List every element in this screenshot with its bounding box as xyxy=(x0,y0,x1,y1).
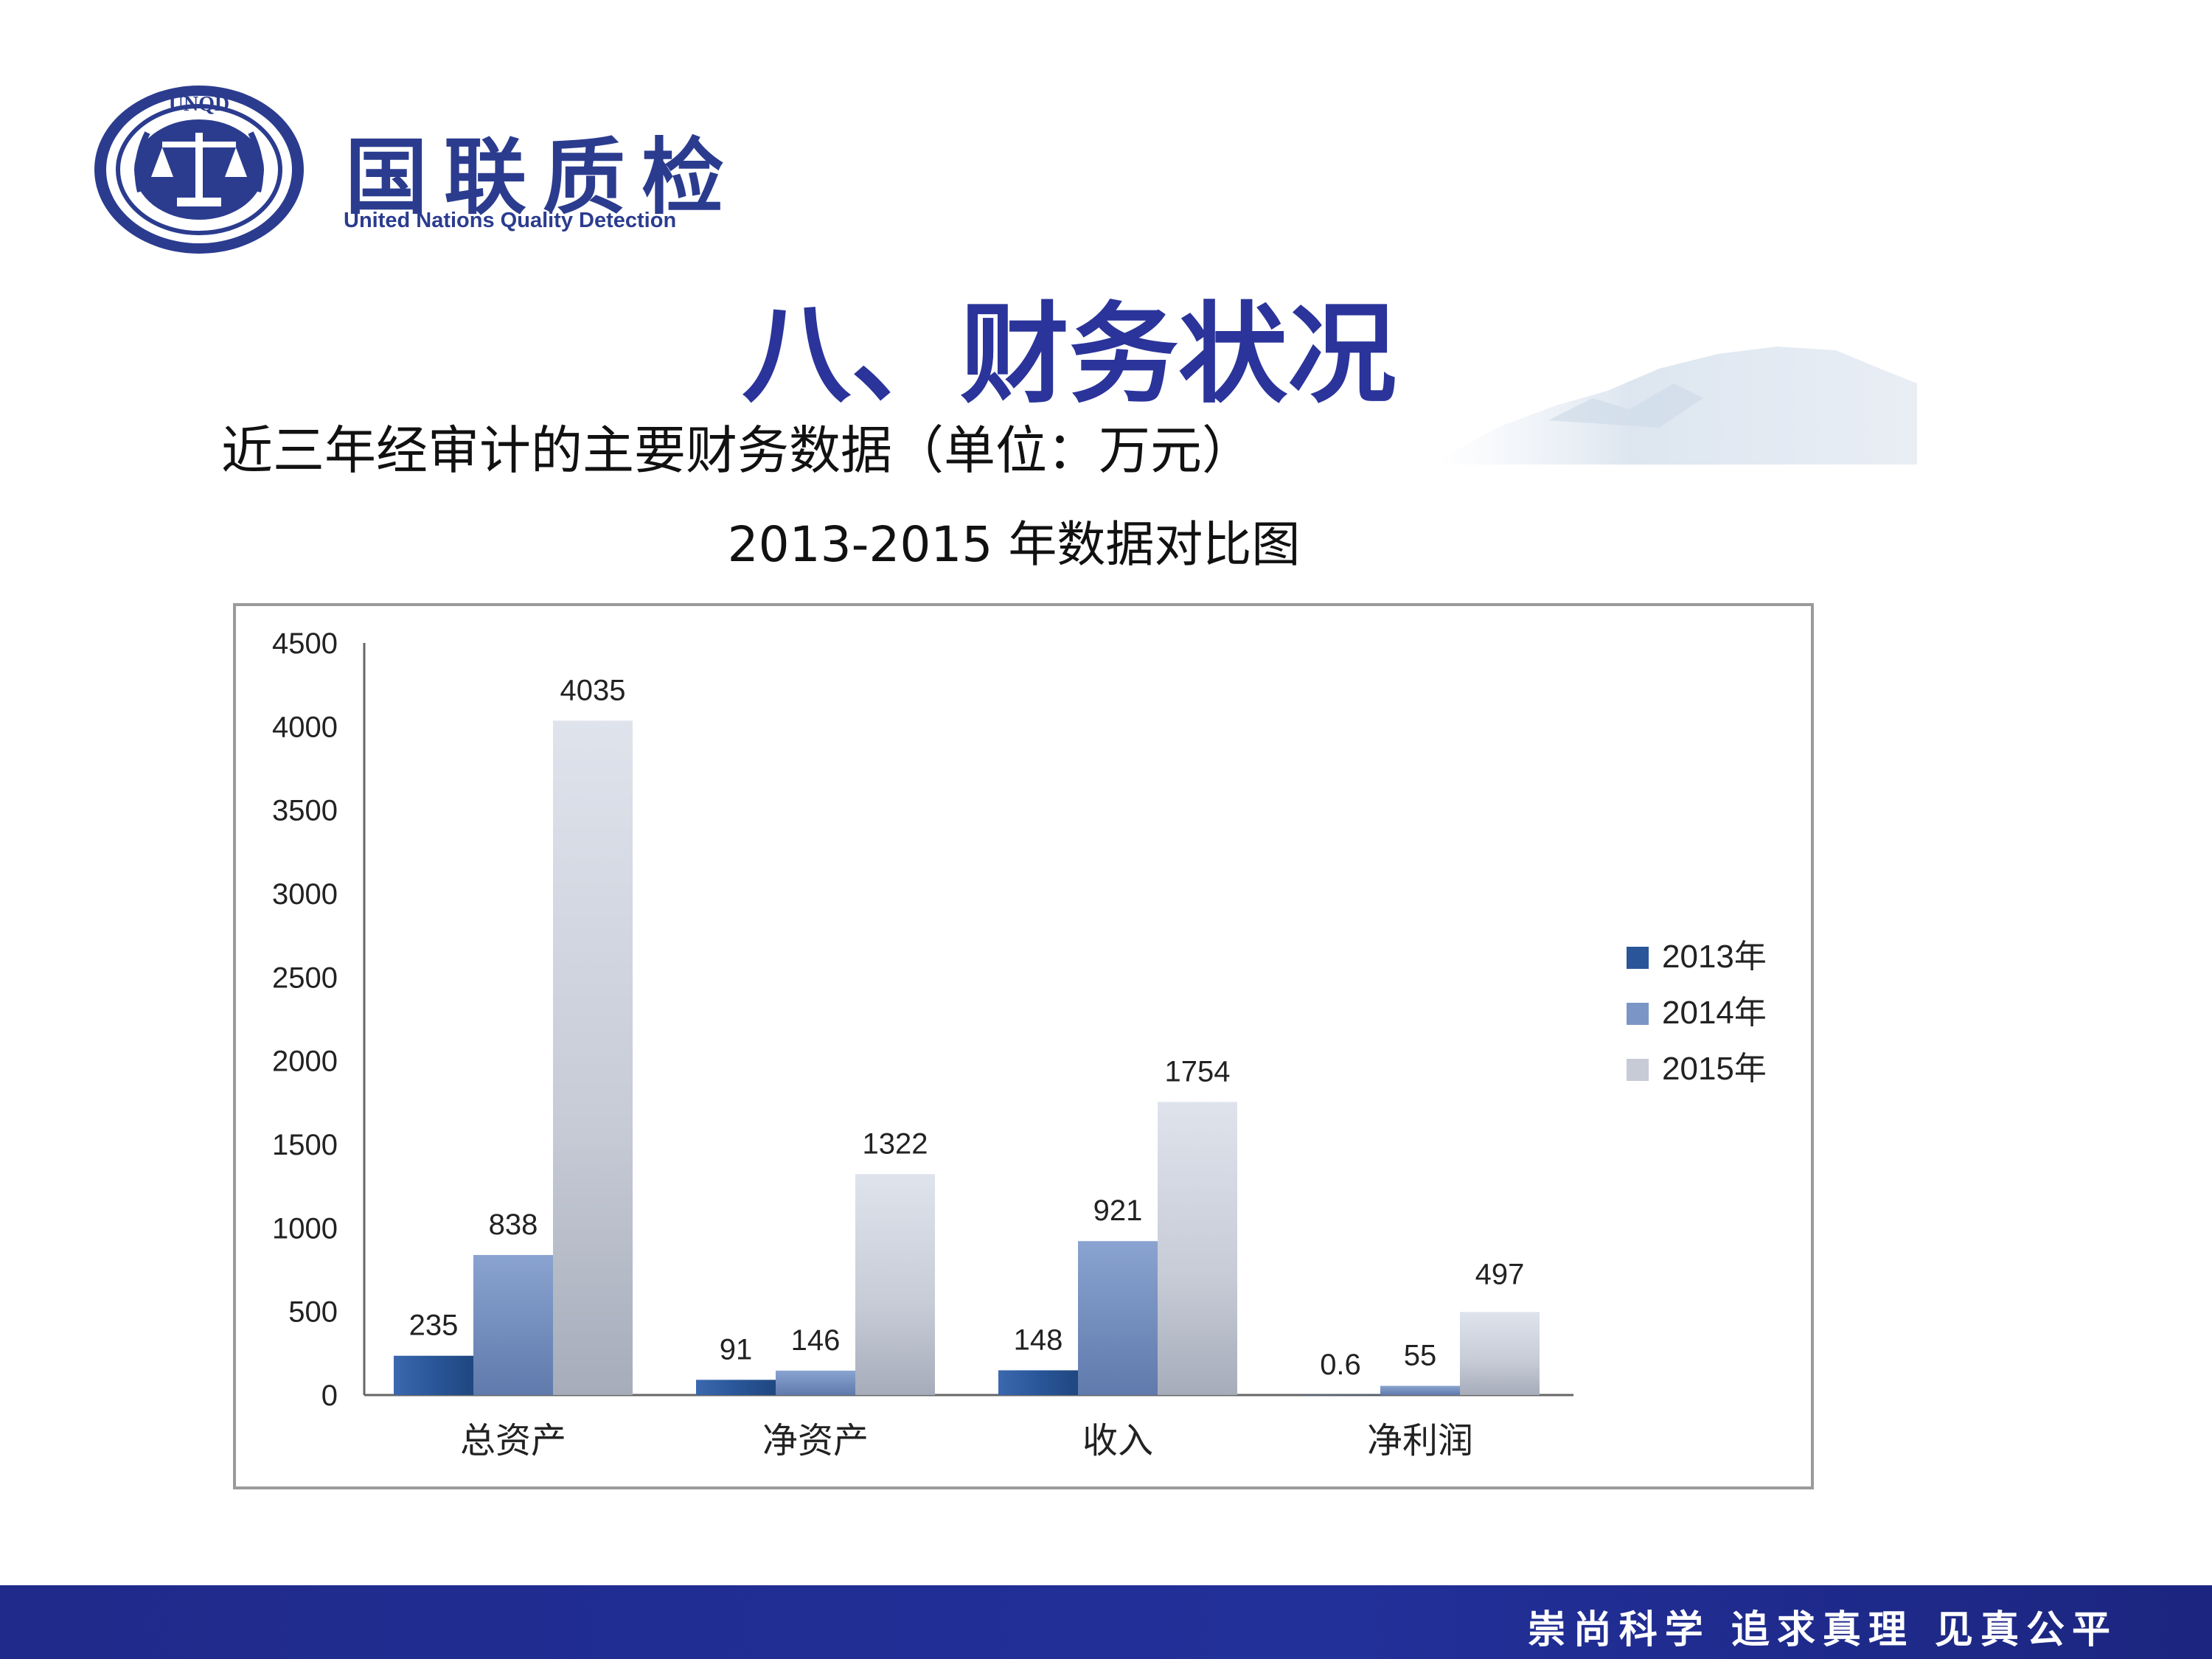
bar-2015年-收入 xyxy=(1158,1102,1237,1395)
footer-slogan: 崇尚科学 追求真理 见真公平 xyxy=(1527,1608,2118,1652)
data-label: 148 xyxy=(1014,1324,1063,1356)
data-label: 838 xyxy=(489,1208,538,1241)
y-tick-label: 2000 xyxy=(272,1046,338,1078)
bar-2013年-总资产 xyxy=(394,1355,473,1395)
bar-2013年-净利润 xyxy=(1301,1394,1380,1396)
bar-2014年-净资产 xyxy=(776,1370,855,1395)
background-clouds-decoration xyxy=(1438,347,1917,465)
bar-2014年-总资产 xyxy=(473,1255,553,1395)
data-label: 921 xyxy=(1093,1194,1143,1227)
bar-2013年-收入 xyxy=(998,1370,1078,1395)
y-tick-label: 2500 xyxy=(272,961,338,994)
legend-label: 2014年 xyxy=(1662,995,1767,1031)
bar-2014年-收入 xyxy=(1078,1241,1158,1395)
data-label: 4035 xyxy=(560,674,626,706)
y-tick-label: 3000 xyxy=(272,878,338,911)
data-label: 1754 xyxy=(1165,1055,1231,1088)
legend-label: 2015年 xyxy=(1662,1051,1767,1087)
bar-chart: 0 500 1000 1500 2000 2500 3000 3500 4000 4500 235… xyxy=(272,627,1767,1461)
slide-subtitle: 近三年经审计的主要财务数据（单位：万元） xyxy=(221,420,1253,481)
y-tick-label: 1000 xyxy=(272,1212,338,1245)
slide-title: 八、财务状况 xyxy=(742,291,1397,418)
legend-swatch xyxy=(1627,1003,1649,1025)
logo-text: UNQD xyxy=(169,93,229,116)
x-category-label: 净利润 xyxy=(1367,1420,1473,1461)
data-label: 91 xyxy=(720,1333,753,1366)
x-category-label: 收入 xyxy=(1082,1420,1153,1461)
y-tick-label: 500 xyxy=(288,1296,338,1329)
legend-swatch xyxy=(1627,947,1649,969)
footer-bar xyxy=(0,1585,2212,1659)
data-label: 235 xyxy=(409,1310,459,1342)
x-category-label: 总资产 xyxy=(460,1420,566,1461)
bar-2013年-净资产 xyxy=(696,1380,776,1395)
chart-title: 2013-2015 年数据对比图 xyxy=(727,516,1301,573)
brand-english-name: United Nations Quality Detection xyxy=(344,209,677,232)
y-tick-label: 1500 xyxy=(272,1129,338,1161)
y-tick-label: 3500 xyxy=(272,795,338,827)
brand-name: 国联质检 xyxy=(345,130,740,226)
data-label: 55 xyxy=(1404,1340,1437,1372)
data-label: 0.6 xyxy=(1320,1349,1361,1381)
bar-2015年-净利润 xyxy=(1460,1312,1540,1395)
legend-swatch xyxy=(1627,1059,1649,1081)
logo-emblem: UNQD xyxy=(94,86,304,254)
bar-2014年-净利润 xyxy=(1380,1385,1460,1395)
data-label: 146 xyxy=(791,1324,841,1357)
data-label: 1322 xyxy=(863,1127,928,1160)
x-category-label: 净资产 xyxy=(762,1420,869,1461)
legend-label: 2013年 xyxy=(1662,939,1767,975)
y-tick-label: 0 xyxy=(321,1380,338,1412)
y-tick-label: 4500 xyxy=(272,627,338,660)
bar-2015年-总资产 xyxy=(553,720,633,1395)
bar-2015年-净资产 xyxy=(855,1174,935,1395)
y-tick-label: 4000 xyxy=(272,711,338,743)
data-label: 497 xyxy=(1475,1258,1525,1290)
